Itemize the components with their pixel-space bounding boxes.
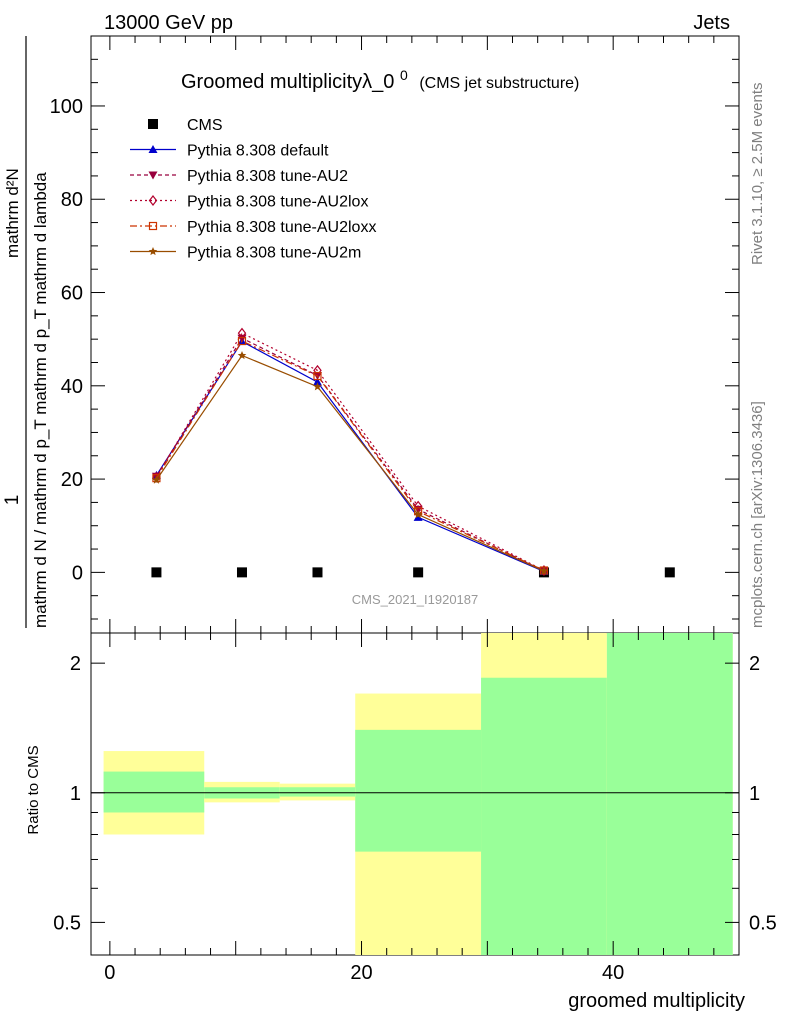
series-line: [155, 340, 545, 572]
series-3: [152, 327, 549, 576]
chart-title-main: Groomed multiplicityλ_0: [181, 71, 394, 93]
ratio-bands: [103, 633, 733, 955]
data-marker: [313, 371, 322, 381]
chart-title: Groomed multiplicityλ_0 0 (CMS jet subst…: [181, 63, 579, 93]
main-y-tick-label: 0: [72, 562, 83, 584]
series-line: [155, 337, 545, 572]
legend-label: Pythia 8.308 tune-AU2: [187, 168, 348, 185]
data-marker: [148, 145, 158, 153]
series-line: [155, 332, 545, 572]
ratio-y-tick-label: 1: [70, 783, 81, 805]
ratio-band-green: [103, 771, 205, 813]
data-marker: [237, 336, 247, 346]
data-marker: [312, 567, 323, 578]
x-tick-label: 40: [602, 962, 624, 984]
x-tick-label: 20: [350, 962, 372, 984]
ratio-band-green: [279, 787, 356, 797]
rivet-label: Rivet 3.1.10, ≥ 2.5M events: [749, 83, 766, 266]
data-marker: [413, 512, 423, 521]
data-marker: [148, 221, 158, 231]
data-marker: [237, 334, 247, 343]
ratio-y-tick-label: 2: [70, 653, 81, 675]
data-marker: [148, 195, 158, 206]
legend-item: CMS: [148, 117, 223, 134]
data-marker: [152, 475, 161, 484]
series-4: [152, 336, 549, 575]
data-marker: [313, 364, 322, 376]
x-axis-ticks: 0 20 40: [104, 36, 740, 984]
ratio-band-green: [355, 729, 482, 852]
data-marker: [148, 171, 158, 180]
legend-label: Pythia 8.308 tune-AU2lox: [187, 194, 368, 211]
legend-label: CMS: [187, 117, 223, 134]
legend-item: Pythia 8.308 tune-AU2loxx: [130, 219, 376, 236]
data-marker: [236, 567, 247, 578]
legend-label: Pythia 8.308 default: [187, 143, 329, 160]
legend-label: Pythia 8.308 tune-AU2loxx: [187, 219, 376, 236]
ratio-band-green: [481, 677, 607, 955]
legend-label: Pythia 8.308 tune-AU2m: [187, 245, 361, 262]
series-1: [151, 336, 549, 575]
chart-title-sup: 0: [400, 67, 408, 83]
main-y-tick-label: 60: [61, 283, 83, 305]
data-marker: [539, 566, 549, 575]
data-marker: [148, 119, 158, 129]
y-label-upper: mathrm d²N: [3, 168, 22, 258]
series-line: [155, 340, 545, 572]
ratio-y-tick-label: 0.5: [53, 912, 81, 934]
legend-item: Pythia 8.308 tune-AU2: [130, 168, 348, 185]
ratio-y-tick-label-right: 1: [749, 783, 760, 805]
series-layer: [151, 327, 675, 578]
legend-item: Pythia 8.308 tune-AU2m: [130, 245, 361, 262]
series-2: [151, 334, 549, 576]
mcplots-label: mcplots.cern.ch [arXiv:1306.3436]: [749, 401, 766, 628]
main-y-tick-label: 40: [61, 376, 83, 398]
y-label-denominator: mathrm d N / mathrm d p_T mathrm d p_T m…: [31, 172, 50, 628]
x-tick-label: 0: [104, 962, 115, 984]
data-marker: [413, 510, 423, 519]
main-axis-ticks: 0 20 40 60 80 100: [50, 58, 739, 620]
data-marker: [151, 567, 162, 578]
main-y-tick-label: 20: [61, 469, 83, 491]
legend-item: Pythia 8.308 tune-AU2lox: [130, 194, 368, 211]
ratio-y-tick-label-right: 0.5: [749, 912, 777, 934]
y-label-numerator: 1: [2, 495, 23, 506]
analysis-watermark: CMS_2021_I1920187: [352, 592, 479, 607]
series-line: [155, 354, 545, 572]
main-y-tick-label: 100: [50, 96, 83, 118]
ratio-band-green: [606, 633, 733, 955]
ratio-axis-ticks: 0.5 0.5 1 1 2 2: [53, 653, 777, 934]
data-marker: [664, 567, 675, 578]
x-axis-label: groomed multiplicity: [568, 990, 745, 1012]
series-5: [152, 351, 549, 575]
main-y-tick-label: 80: [61, 189, 83, 211]
data-marker: [312, 377, 322, 386]
data-marker: [539, 565, 549, 576]
data-marker: [148, 247, 158, 256]
ratio-y-tick-label-right: 2: [749, 653, 760, 675]
legend: CMS Pythia 8.308 default Pythia 8.308 tune…: [130, 117, 376, 262]
main-y-label: 1 mathrm d N / mathrm d p_T mathrm d p_T…: [2, 36, 50, 628]
data-marker: [413, 567, 424, 578]
data-marker: [313, 382, 322, 391]
data-marker: [237, 351, 247, 360]
header-collision: 13000 GeV pp: [104, 12, 233, 34]
chart-title-sub: (CMS jet substructure): [419, 75, 579, 92]
header-process: Jets: [693, 12, 730, 34]
legend-item: Pythia 8.308 default: [130, 143, 329, 160]
ratio-y-label: Ratio to CMS: [25, 745, 42, 834]
series-0: [151, 567, 675, 578]
